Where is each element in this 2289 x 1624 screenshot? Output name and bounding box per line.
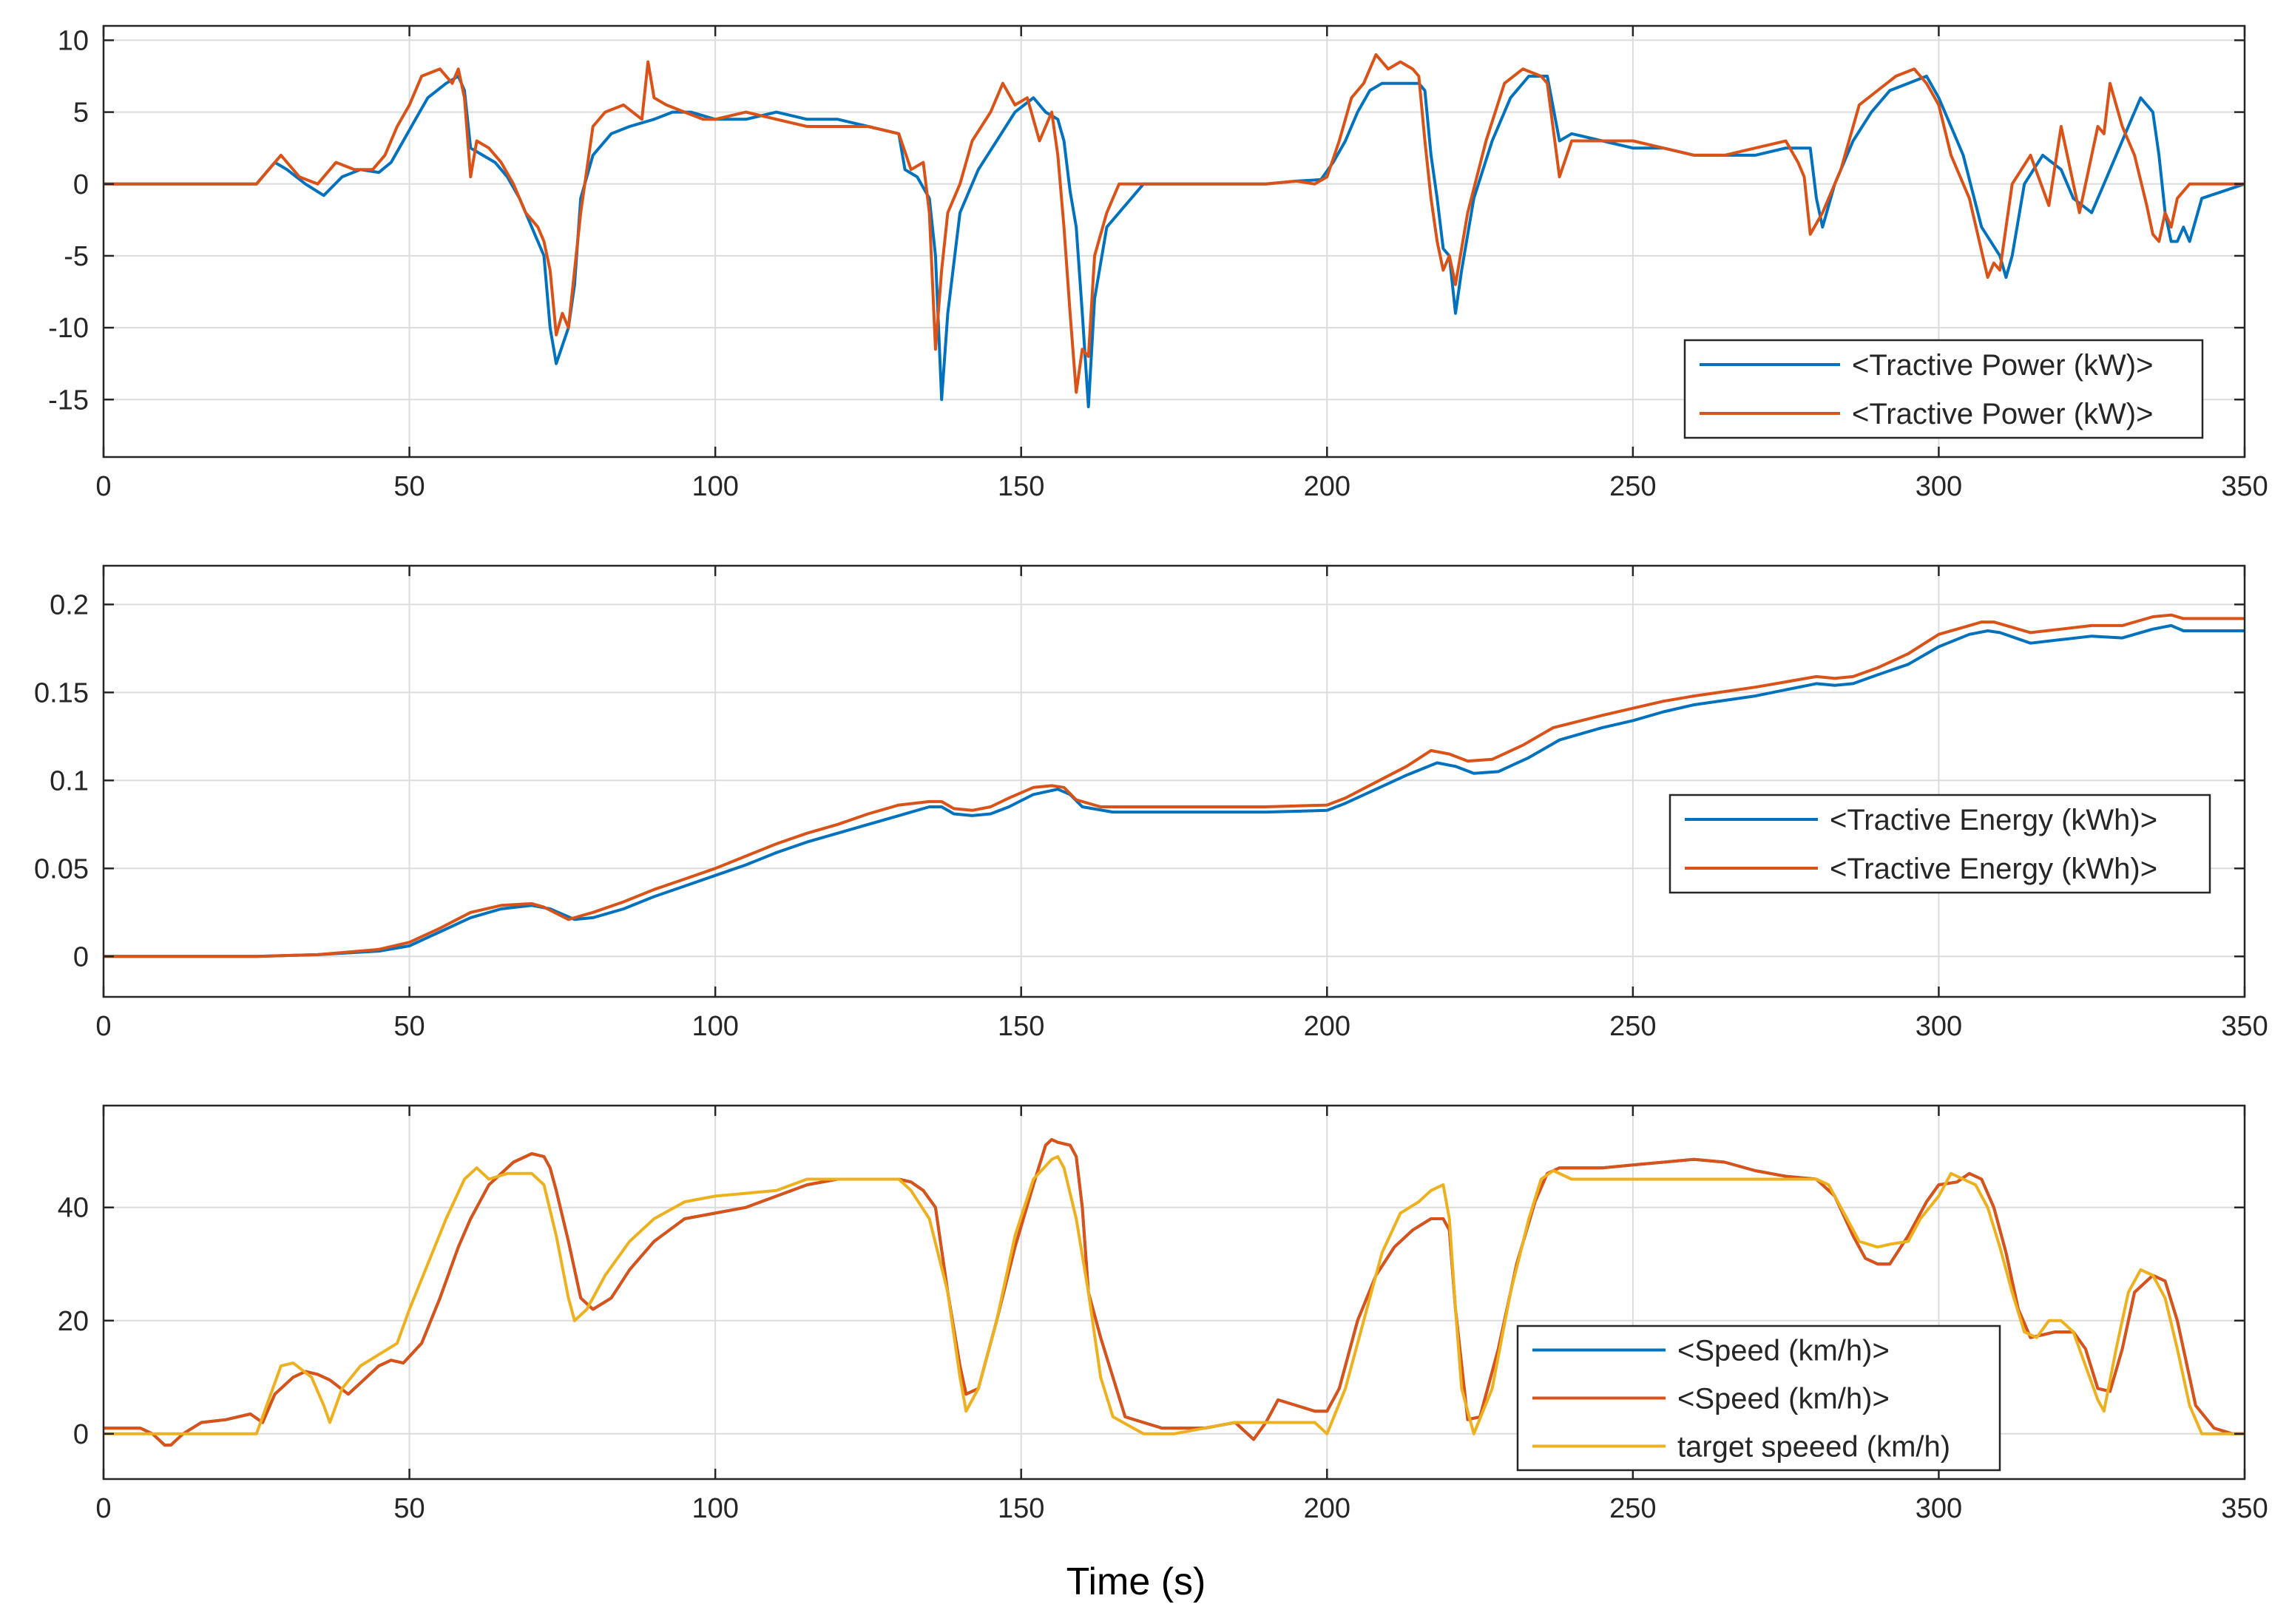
tractive-power-y-tick-label: -5	[64, 241, 89, 272]
speed-series-group	[104, 1137, 2245, 1447]
tractive-energy-series-line-2	[104, 613, 2245, 958]
tractive-energy-series-line-1	[104, 623, 2245, 958]
tractive-power-axes-box	[102, 24, 2246, 459]
tractive-power-legend-box	[1683, 339, 2204, 439]
tractive-power-y-tick-label: 5	[73, 98, 89, 129]
speed-axes-box	[102, 1104, 2246, 1481]
tractive-energy-y-tick-label: 0.2	[50, 589, 89, 620]
speed-x-tick-label: 50	[393, 1493, 425, 1524]
tractive-power-y-tick-label: -15	[48, 385, 89, 416]
tractive-power-x-tick-label: 100	[692, 471, 738, 502]
tractive-energy-x-tick-label: 50	[393, 1011, 425, 1042]
tractive-power-y-tick-label: -10	[48, 313, 89, 344]
tractive-power-series-group	[104, 53, 2245, 408]
tractive-power-y-tick-label: 10	[58, 25, 89, 56]
tractive-energy-axes: 0 50 100 150 200 250 300 350 0.2 0.15 0.1 0.05 0 <Tra…	[34, 564, 2268, 1042]
tractive-power-legend-label-1: <Tractive Power (kW)>	[1852, 349, 2153, 382]
tractive-power-x-tick-label: 350	[2221, 471, 2268, 502]
tractive-energy-x-tick-label: 250	[1609, 1011, 1656, 1042]
speed-legend-label-1: <Speed (km/h)>	[1677, 1335, 1890, 1367]
speed-x-tick-label: 100	[692, 1493, 738, 1524]
tractive-energy-legend-label-1: <Tractive Energy (kWh)>	[1830, 804, 2157, 836]
tractive-energy-plot-area	[104, 566, 2245, 997]
tractive-energy-y-tick-label: 0.1	[50, 765, 89, 796]
x-axis-label: Time (s)	[1066, 1560, 1206, 1603]
tractive-power-y-tick-label: 0	[73, 169, 89, 200]
tractive-energy-y-tick-label: 0	[73, 941, 89, 972]
speed-series-line-3	[104, 1154, 2245, 1435]
tractive-energy-x-tick-label: 200	[1304, 1011, 1350, 1042]
speed-y-tick-label: 20	[58, 1306, 89, 1337]
tractive-power-legend: <Tractive Power (kW)> <Tractive Power (kW…	[1683, 339, 2204, 439]
speed-legend: <Speed (km/h)> <Speed (km/h)> target speee…	[1516, 1324, 2001, 1472]
speed-legend-label-2: <Speed (km/h)>	[1677, 1383, 1890, 1415]
speed-x-tick-label: 250	[1609, 1493, 1656, 1524]
tractive-energy-x-tick-label: 350	[2221, 1011, 2268, 1042]
tractive-energy-y-tick-label: 0.15	[34, 677, 89, 708]
speed-x-tick-label: 300	[1916, 1493, 1962, 1524]
tractive-energy-series-group	[104, 613, 2245, 958]
tractive-energy-legend-label-2: <Tractive Energy (kWh)>	[1830, 853, 2157, 885]
tractive-energy-x-tick-label: 150	[998, 1011, 1044, 1042]
tractive-energy-x-tick-label: 0	[95, 1011, 111, 1042]
tractive-energy-grid	[103, 566, 2245, 997]
tractive-power-axes: 0 50 100 150 200 250 300 3501050-5-10-15<Tracti…	[48, 24, 2268, 502]
tractive-power-series-line-2	[104, 53, 2245, 394]
speed-x-tick-label: 150	[998, 1493, 1044, 1524]
tractive-power-x-tick-label: 150	[998, 471, 1044, 502]
speed-y-tick-label: 40	[58, 1193, 89, 1224]
tractive-power-x-tick-label: 200	[1304, 471, 1350, 502]
speed-x-tick-label: 350	[2221, 1493, 2268, 1524]
tractive-energy-legend: <Tractive Energy (kWh)> <Tractive Energy …	[1668, 794, 2211, 894]
tractive-power-x-tick-label: 300	[1916, 471, 1962, 502]
speed-y-tick-label: 0	[73, 1419, 89, 1450]
tractive-power-legend-label-2: <Tractive Power (kW)>	[1852, 398, 2153, 430]
tractive-power-x-tick-label: 0	[95, 471, 111, 502]
speed-x-tick-label: 200	[1304, 1493, 1350, 1524]
tractive-energy-x-tick-label: 300	[1916, 1011, 1962, 1042]
tractive-energy-x-tick-label: 100	[692, 1011, 738, 1042]
tractive-power-x-tick-label: 250	[1609, 471, 1656, 502]
tractive-energy-legend-box	[1668, 794, 2211, 894]
tractive-energy-y-tick-label: 0.05	[34, 853, 89, 884]
tractive-power-x-tick-label: 50	[393, 471, 425, 502]
speed-x-tick-label: 0	[95, 1493, 111, 1524]
speed-legend-label-3: target speeed (km/h)	[1677, 1431, 1950, 1464]
